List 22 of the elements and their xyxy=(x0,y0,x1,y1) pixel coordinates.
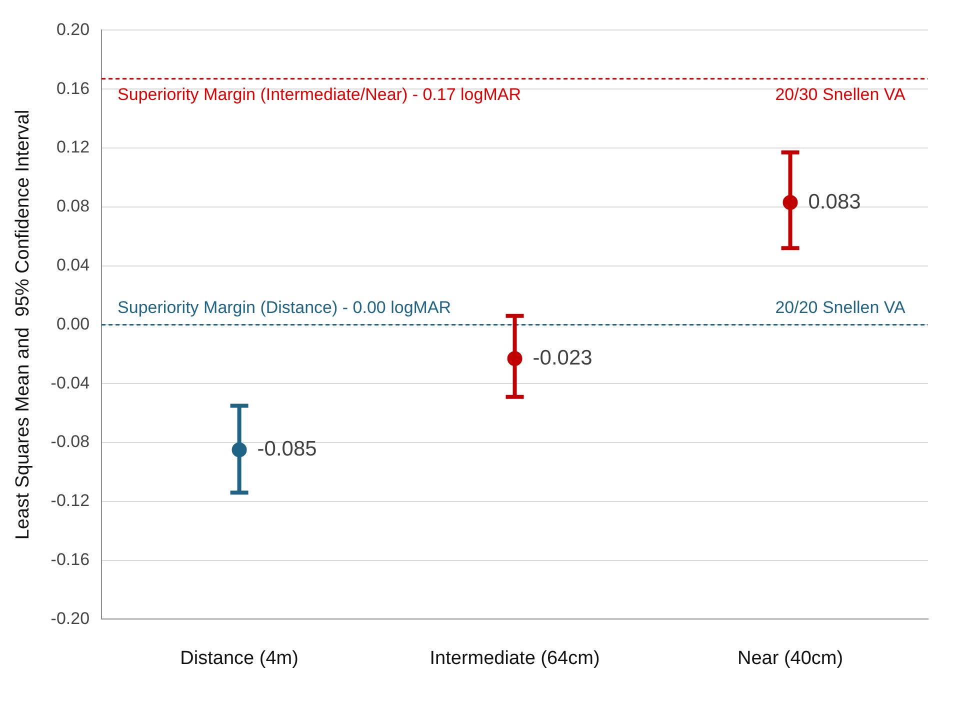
y-axis-title: Least Squares Mean and 95% Confidence Interval xyxy=(12,110,34,540)
x-tick-label: Near (40cm) xyxy=(737,648,844,669)
data-label: 0.083 xyxy=(808,190,861,214)
y-tick-label: -0.16 xyxy=(50,550,90,569)
y-tick-label: 0.04 xyxy=(56,255,90,274)
y-tick-label: 0.00 xyxy=(56,314,90,334)
x-tick-label: Distance (4m) xyxy=(180,648,298,669)
ref-line-label: Superiority Margin (Distance) - 0.00 logMAR xyxy=(118,298,452,317)
y-tick-label: -0.04 xyxy=(50,373,90,392)
annotation: 20/20 Snellen VA xyxy=(775,298,906,317)
y-tick-label: -0.20 xyxy=(50,608,90,628)
y-tick-label: 0.12 xyxy=(56,138,90,157)
data-label: -0.085 xyxy=(257,438,317,461)
y-tick-label: 0.16 xyxy=(56,78,90,98)
y-tick-label: 0.08 xyxy=(56,196,90,216)
y-tick-label: -0.12 xyxy=(50,491,90,510)
y-tick-label: -0.08 xyxy=(50,432,90,452)
data-label: -0.023 xyxy=(532,346,592,370)
y-tick-label: 0.20 xyxy=(56,20,90,39)
x-tick-label: Intermediate (64cm) xyxy=(430,648,600,669)
ref-line-label: Superiority Margin (Intermediate/Near) - 0.17 logMAR xyxy=(118,84,521,104)
annotation: 20/30 Snellen VA xyxy=(775,84,906,104)
